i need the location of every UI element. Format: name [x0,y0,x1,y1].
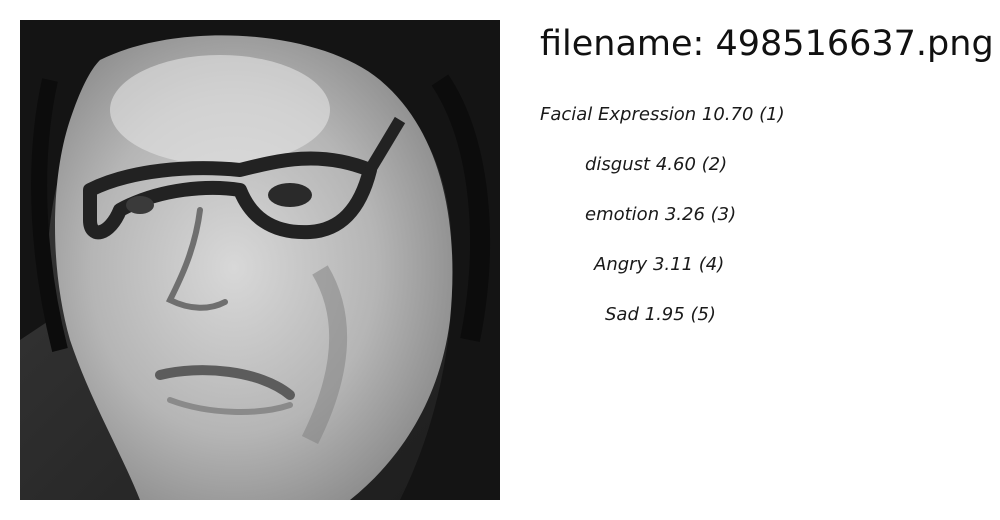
filename-label: filename: [540,24,705,64]
label-name: Facial Expression [540,104,697,125]
label-score: 10.70 [701,104,754,125]
label-score: 4.60 [655,154,696,175]
label-name: Sad [605,304,639,325]
filename-value: 498516637.png [715,24,994,64]
label-score: 1.95 [644,304,685,325]
filename-title: filename: 498516637.png [540,24,994,64]
label-name: Angry [594,254,648,275]
label-row: disgust 4.60 (2) [585,154,727,175]
label-score: 3.26 [664,204,705,225]
label-rank: (4) [698,254,725,275]
label-rank: (2) [701,154,728,175]
label-name: disgust [585,154,651,175]
label-row: Sad 1.95 (5) [605,304,716,325]
face-photo [20,20,500,500]
face-photo-graphic [20,20,500,500]
label-rank: (5) [690,304,716,325]
label-rank: (3) [710,204,737,225]
label-row: Angry 3.11 (4) [594,254,724,275]
label-row: Facial Expression 10.70 (1) [540,104,785,125]
label-score: 3.11 [652,254,694,275]
label-name: emotion [585,204,660,225]
label-rank: (1) [759,104,785,125]
label-row: emotion 3.26 (3) [585,204,736,225]
